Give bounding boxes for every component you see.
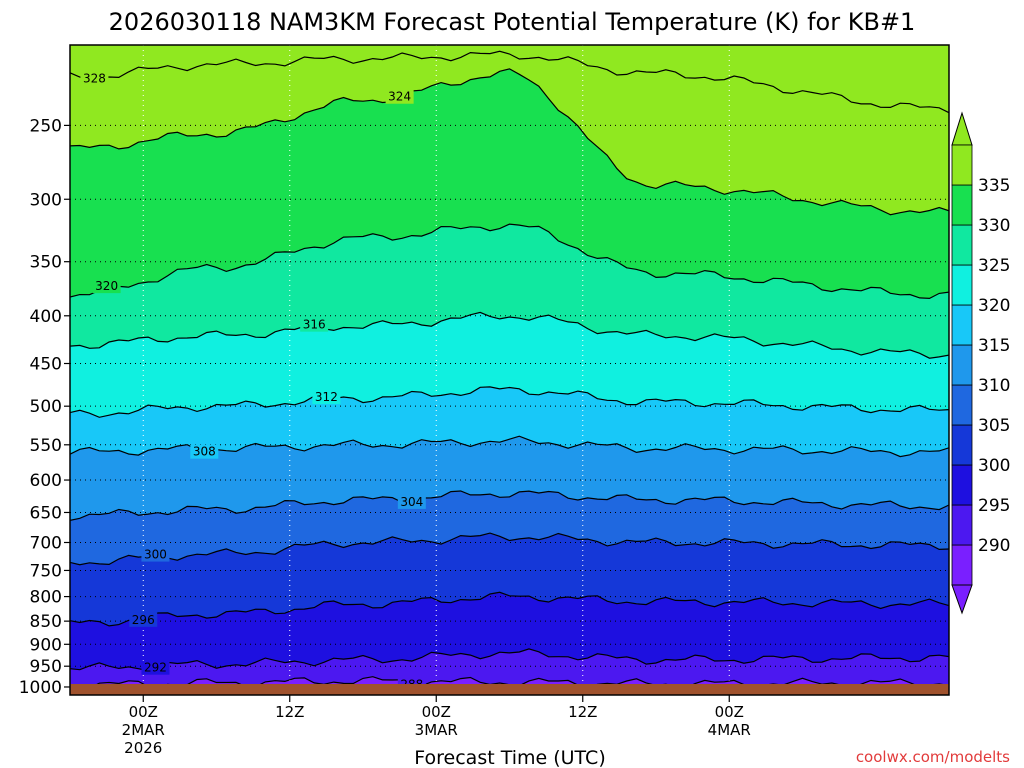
colorbar-label-290: 290 (978, 536, 1010, 556)
y-tick-800: 800 (30, 588, 62, 608)
colorbar-segment (951, 424, 973, 466)
contour-label-bg (300, 317, 329, 332)
colorbar-segment (951, 464, 973, 506)
contour-296 (70, 591, 949, 627)
colorbar-label-320: 320 (978, 296, 1010, 316)
contour-292 (70, 648, 949, 672)
colorbar-min-arrow (951, 584, 973, 615)
x-tick-label: 00Z (422, 703, 451, 721)
contour-label-308: 308 (193, 445, 216, 459)
colorbar-segment (951, 224, 973, 266)
colorbar-segment (951, 544, 973, 586)
contour-label-bg (80, 71, 109, 86)
colorbar-max-arrow (951, 111, 973, 146)
contour-label-bg (397, 494, 426, 509)
y-tick-600: 600 (30, 471, 62, 491)
x-tick-label: 2026 (124, 739, 162, 757)
grid-lines (70, 45, 949, 695)
colorbar-segment (951, 344, 973, 386)
contour-316 (70, 311, 949, 359)
colorbar-label-310: 310 (978, 376, 1010, 396)
contour-304 (70, 490, 949, 521)
colorbar-label-330: 330 (978, 216, 1010, 236)
contour-320 (70, 223, 949, 300)
contour-label-300: 300 (144, 548, 167, 562)
plot-area: 288292296300304308312316320324328 (70, 45, 949, 695)
contour-label-328: 328 (83, 72, 106, 86)
y-axis: 250 300 350 400 450 500 550 600 650 700 750 800 850 9… (19, 116, 70, 698)
y-tick-350: 350 (30, 253, 62, 273)
y-tick-400: 400 (30, 307, 62, 327)
contour-label-bg (312, 390, 341, 405)
y-tick-250: 250 (30, 116, 62, 136)
theta-fills (70, 45, 949, 690)
contour-312 (70, 386, 949, 418)
contour-label-bg (141, 547, 170, 562)
colorbar-segment (951, 184, 973, 226)
contour-label-bg (129, 612, 158, 627)
contour-label-bg (190, 444, 219, 459)
y-tick-550: 550 (30, 436, 62, 456)
chart-title: 2026030118 NAM3KM Forecast Potential Tem… (109, 8, 916, 36)
contour-label-bg (141, 660, 170, 675)
contour-label-296: 296 (132, 613, 155, 627)
contour-328 (70, 50, 949, 114)
contour-label-304: 304 (400, 495, 423, 509)
contour-label-320: 320 (95, 279, 118, 293)
colorbar-segment (951, 304, 973, 346)
contour-label-bg (92, 279, 121, 294)
credit-text: coolwx.com/modelts (856, 748, 1010, 766)
y-tick-850: 850 (30, 612, 62, 632)
x-tick-label: 12Z (275, 703, 304, 721)
theta-band-328 (70, 45, 949, 113)
y-tick-300: 300 (30, 190, 62, 210)
contour-300 (70, 532, 949, 566)
x-tick-label: 4MAR (708, 721, 751, 739)
y-tick-700: 700 (30, 533, 62, 553)
theta-band-324 (70, 45, 949, 215)
x-tick-label: 12Z (568, 703, 597, 721)
contour-label-324: 324 (388, 90, 411, 104)
contour-label-316: 316 (303, 318, 326, 332)
contour-label-312: 312 (315, 390, 338, 404)
y-tick-450: 450 (30, 355, 62, 375)
colorbar-segment (951, 264, 973, 306)
x-tick-label: 00Z (129, 703, 158, 721)
ground-bar (70, 684, 949, 695)
contour-324 (70, 68, 949, 216)
x-axis-label: Forecast Time (UTC) (414, 747, 605, 768)
colorbar-label-300: 300 (978, 456, 1010, 476)
x-tick-label: 00Z (715, 703, 744, 721)
colorbar-segment (951, 504, 973, 546)
contour-label-292: 292 (144, 661, 167, 675)
colorbar-label-295: 295 (978, 496, 1010, 516)
plot-frame (69, 44, 950, 696)
contour-label-bg (385, 89, 414, 104)
colorbar-segment (951, 384, 973, 426)
y-tick-900: 900 (30, 635, 62, 655)
colorbar: 290 295 300 305 310 315 320 325 330 335 (951, 111, 1010, 615)
y-tick-1000: 1000 (19, 678, 62, 698)
y-tick-750: 750 (30, 561, 62, 581)
x-tick-label: 3MAR (415, 721, 458, 739)
colorbar-label-315: 315 (978, 336, 1010, 356)
colorbar-label-335: 335 (978, 176, 1010, 196)
colorbar-label-325: 325 (978, 256, 1010, 276)
y-tick-500: 500 (30, 397, 62, 417)
colorbar-segment (951, 144, 973, 186)
x-tick-label: 2MAR (122, 721, 165, 739)
y-tick-650: 650 (30, 503, 62, 523)
y-tick-950: 950 (30, 657, 62, 677)
colorbar-label-305: 305 (978, 416, 1010, 436)
